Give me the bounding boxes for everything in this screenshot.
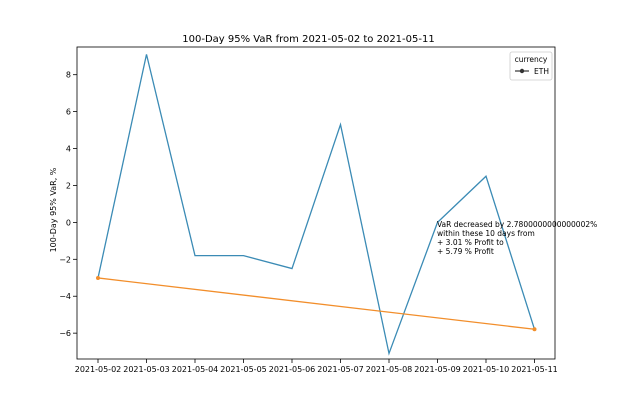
x-tick-label: 2021-05-05 xyxy=(220,365,267,374)
y-tick-label: −2 xyxy=(59,255,71,264)
series-line-eth xyxy=(97,54,536,356)
y-axis-label-group: 100-Day 95% VaR, % xyxy=(49,167,58,252)
annotation-line-1: VaR decreased by 2.7800000000000002% xyxy=(437,220,597,229)
annotation-line-3: + 3.01 % Profit to xyxy=(437,238,504,247)
y-tick-label: 8 xyxy=(66,71,71,80)
y-tick-label: 4 xyxy=(66,145,71,154)
x-tick-label: 2021-05-09 xyxy=(414,365,461,374)
x-tick-label: 2021-05-03 xyxy=(123,365,170,374)
trend-marker xyxy=(532,327,537,332)
trend-line xyxy=(97,277,535,330)
y-tick-label: −6 xyxy=(59,329,71,338)
legend-entry-eth: ETH xyxy=(534,67,549,76)
annotation-line-4: + 5.79 % Profit xyxy=(437,247,494,256)
annotation: VaR decreased by 2.7800000000000002% wit… xyxy=(437,220,597,256)
y-axis-label: 100-Day 95% VaR, % xyxy=(49,167,58,252)
x-tick-label: 2021-05-08 xyxy=(366,365,413,374)
legend-title: currency xyxy=(515,55,548,64)
chart-title: 100-Day 95% VaR from 2021-05-02 to 2021-… xyxy=(182,34,434,45)
legend-marker-swatch xyxy=(519,68,525,74)
x-tick-label: 2021-05-11 xyxy=(511,365,558,374)
y-tick-label: −4 xyxy=(59,292,71,301)
y-tick-label: 2 xyxy=(66,181,71,190)
annotation-line-2: within these 10 days from xyxy=(437,229,535,238)
x-tick-label: 2021-05-04 xyxy=(172,365,219,374)
x-tick-label: 2021-05-06 xyxy=(269,365,316,374)
x-tick-label: 2021-05-07 xyxy=(317,365,364,374)
trend-marker xyxy=(96,275,100,280)
plot-frame xyxy=(76,46,556,360)
legend-box xyxy=(509,51,553,81)
y-tick-label: 0 xyxy=(66,218,71,227)
x-tick-label: 2021-05-10 xyxy=(463,365,510,374)
legend: currency ETH xyxy=(509,51,553,81)
x-tick-label: 2021-05-02 xyxy=(75,365,122,374)
y-tick-label: 6 xyxy=(66,108,71,117)
